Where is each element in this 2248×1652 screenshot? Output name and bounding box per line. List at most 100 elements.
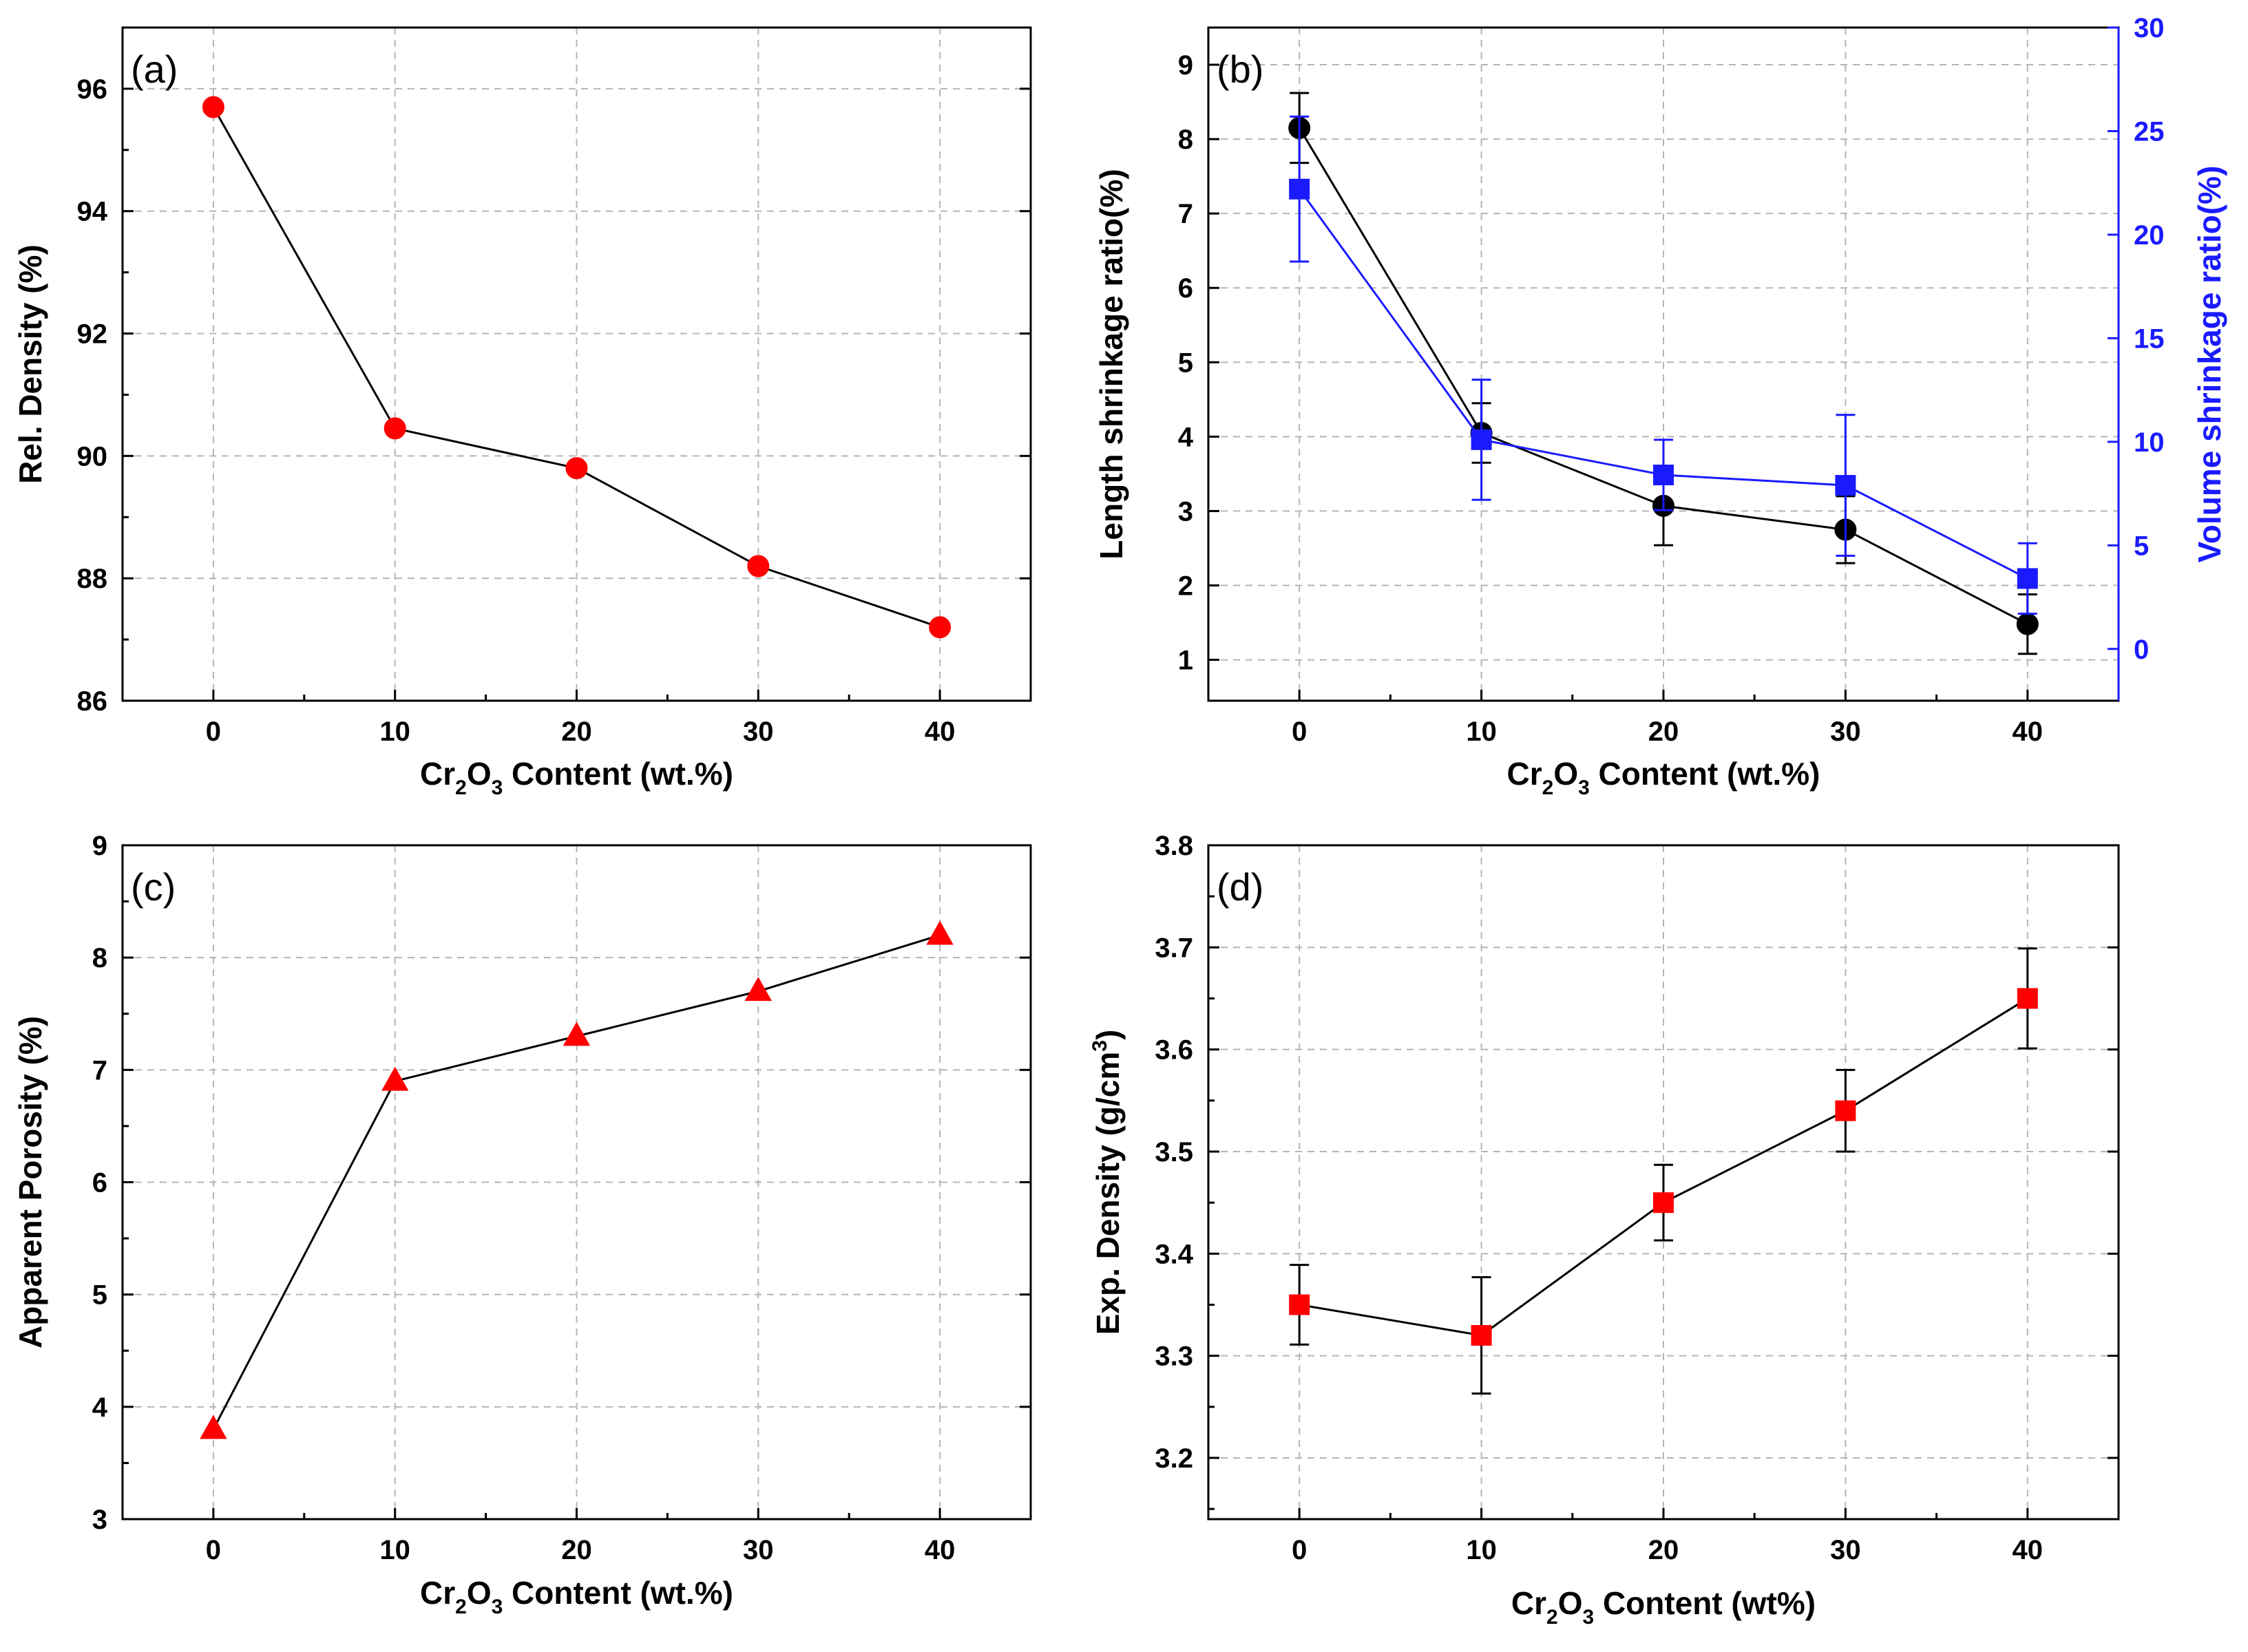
x-tick-label: 20 — [1648, 1535, 1679, 1565]
data-point — [202, 96, 224, 118]
y-tick-label: 3 — [1178, 496, 1193, 527]
data-point — [1653, 1192, 1674, 1214]
y-tick-label: 5 — [92, 1280, 107, 1311]
y-tick-label: 86 — [77, 686, 108, 717]
panel-label: (b) — [1217, 47, 1263, 91]
y-axis-label: Length shrinkage ratio(%) — [1093, 169, 1129, 559]
y-tick-label: 3.8 — [1155, 831, 1193, 861]
x-tick-label: 40 — [2013, 717, 2044, 747]
y-tick-label: 9 — [1178, 50, 1193, 81]
x-tick-label: 30 — [1830, 1535, 1861, 1565]
x-tick-label: 0 — [206, 1535, 221, 1565]
data-point — [2017, 988, 2038, 1009]
y2-tick-label: 25 — [2134, 116, 2165, 147]
x-tick-label: 0 — [206, 717, 221, 747]
y-tick-label: 96 — [77, 74, 108, 105]
y-tick-label: 2 — [1178, 571, 1193, 601]
x-axis-label: Cr2O3 Content (wt%) — [1511, 1585, 1816, 1629]
x-axis-label: Cr2O3 Content (wt.%) — [420, 756, 733, 799]
data-point — [563, 1021, 591, 1046]
data-point — [1289, 178, 1310, 200]
y-tick-label: 92 — [77, 319, 108, 350]
x-tick-label: 10 — [1466, 1535, 1497, 1565]
y-tick-label: 1 — [1178, 646, 1193, 676]
y-tick-label: 3 — [92, 1505, 107, 1535]
x-axis-label: Cr2O3 Content (wt.%) — [420, 1575, 733, 1618]
x-axis-label-sub: 2 — [1546, 1606, 1558, 1629]
panel-label: (d) — [1217, 865, 1263, 909]
x-tick-label: 0 — [1292, 1535, 1307, 1565]
x-axis-label-sub: 3 — [1578, 776, 1590, 799]
x-axis-label-part: Content (wt.%) — [503, 756, 733, 792]
y2-tick-label: 5 — [2134, 531, 2149, 561]
y2-tick-label: 30 — [2134, 13, 2165, 43]
panel-a: 0 10 20 30 40 86 88 90 92 94 96 (a) Cr2O3 Content (w… — [12, 26, 1032, 799]
data-point — [1471, 1325, 1492, 1346]
panel-label: (a) — [131, 47, 178, 91]
x-axis-label-sub: 3 — [1582, 1606, 1594, 1629]
y-tick-label: 4 — [1178, 422, 1194, 452]
x-axis-label-sub: 3 — [492, 1596, 503, 1618]
y-tick-label: 90 — [77, 441, 108, 472]
x-tick-label: 20 — [561, 1535, 592, 1565]
x-tick-label: 30 — [1830, 717, 1861, 747]
data-point — [1653, 464, 1674, 485]
x-axis-label-part: O — [1553, 756, 1578, 792]
x-tick-label: 10 — [379, 1535, 410, 1565]
data-point — [1835, 1100, 1856, 1121]
x-axis-label-part: O — [467, 1575, 492, 1611]
y2-tick-label: 15 — [2134, 324, 2165, 354]
y-tick-label: 7 — [1178, 199, 1193, 229]
data-point — [929, 616, 952, 639]
x-axis-label-sub: 2 — [455, 776, 467, 799]
data-point — [744, 977, 773, 1002]
x-axis-label-sub: 2 — [455, 1596, 467, 1618]
x-axis-label-part: Content (wt.%) — [1590, 756, 1820, 792]
x-tick-label: 30 — [743, 1535, 774, 1565]
y-tick-label: 4 — [92, 1392, 108, 1423]
data-point — [926, 920, 954, 945]
x-tick-label: 20 — [561, 717, 592, 747]
data-point — [381, 1066, 409, 1091]
y-tick-label: 5 — [1178, 348, 1193, 378]
y-tick-label: 3.3 — [1155, 1342, 1193, 1372]
x-axis-label-sub: 2 — [1542, 776, 1554, 799]
y-tick-label: 3.4 — [1155, 1239, 1193, 1269]
y-axis-label: Rel. Density (%) — [12, 244, 48, 484]
y-axis-label-part: ) — [1090, 1030, 1126, 1040]
x-axis-label-sub: 3 — [492, 776, 503, 799]
y-tick-label: 3.5 — [1155, 1137, 1193, 1167]
x-axis-label-part: Content (wt%) — [1594, 1585, 1816, 1621]
x-axis-label-part: Cr — [420, 1575, 455, 1611]
x-axis-label-part: Content (wt.%) — [503, 1575, 733, 1611]
y-tick-label: 8 — [92, 943, 107, 973]
y-tick-label: 88 — [77, 564, 108, 594]
y-axis-label-part: Exp. Density (g/cm — [1090, 1052, 1126, 1335]
x-tick-label: 20 — [1648, 717, 1679, 747]
y-tick-label: 8 — [1178, 125, 1193, 155]
x-axis-label: Cr2O3 Content (wt.%) — [1507, 756, 1820, 799]
y-tick-label: 3.6 — [1155, 1035, 1193, 1066]
y-tick-label: 6 — [1178, 273, 1193, 304]
panel-d: 0 10 20 30 40 3.2 3.3 3.4 3.5 3.6 3.7 3.8 (d) Cr2O3 C… — [1089, 831, 2120, 1629]
x-tick-label: 40 — [2013, 1535, 2044, 1565]
data-point — [2017, 568, 2038, 589]
y2-tick-label: 0 — [2134, 635, 2149, 665]
y-tick-label: 3.2 — [1155, 1443, 1193, 1474]
x-axis-label-part: Cr — [420, 756, 455, 792]
y-axis-label: Apparent Porosity (%) — [12, 1016, 48, 1348]
data-point — [1835, 475, 1856, 496]
x-tick-label: 40 — [925, 717, 956, 747]
panel-label: (c) — [131, 865, 176, 909]
y2-tick-label: 20 — [2134, 220, 2165, 251]
y-tick-label: 9 — [92, 831, 107, 861]
y-axis-label: Exp. Density (g/cm3) — [1089, 1030, 1126, 1335]
data-point — [200, 1415, 227, 1439]
data-point — [747, 555, 770, 578]
y-tick-label: 3.7 — [1155, 933, 1193, 963]
x-axis-label-part: Cr — [1511, 1585, 1546, 1621]
data-point — [2016, 613, 2039, 635]
